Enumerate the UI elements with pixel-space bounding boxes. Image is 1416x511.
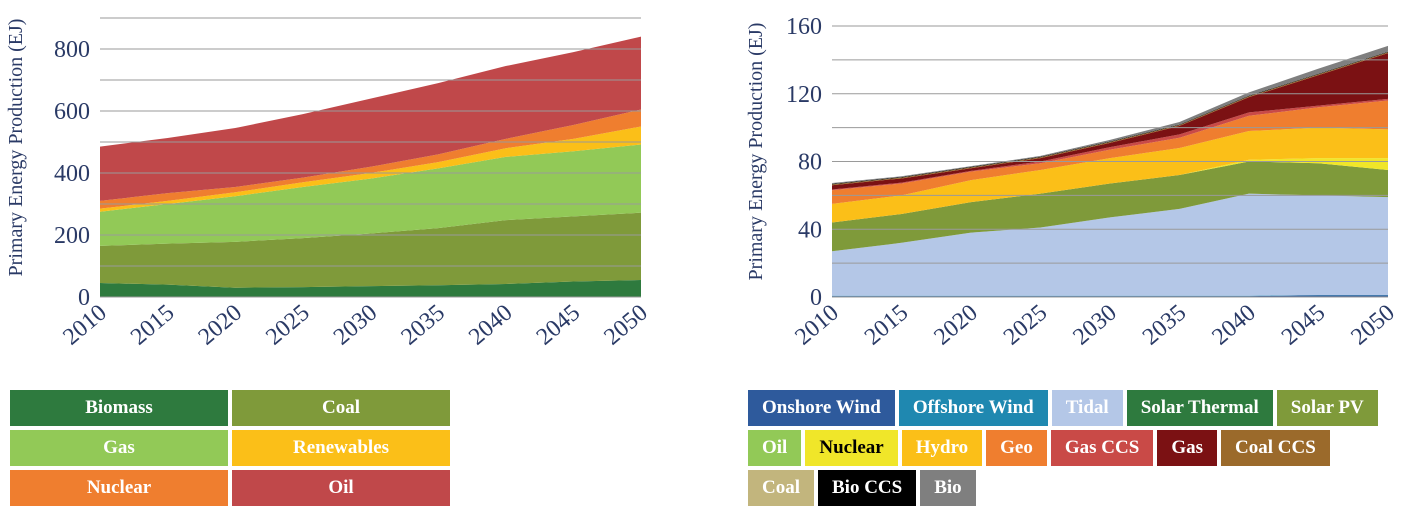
y-axis-title: Primary Energy Production (EJ) [5,19,27,277]
x-tick-label: 2045 [1277,300,1330,351]
area [100,144,641,246]
legend-entry: Oil [232,470,450,506]
legend-entry: Geo [986,430,1047,466]
x-tick-label: 2025 [999,300,1052,351]
y-tick-label: 80 [798,150,822,176]
area [100,279,641,297]
area [832,100,1388,204]
x-tick-label: 2035 [396,300,449,351]
legend-entry: Nuclear [805,430,898,466]
x-tick-label: 2025 [261,300,314,351]
legend-entry: Bio [920,470,976,506]
x-tick-label: 2020 [929,300,982,351]
plot [100,36,641,297]
legend-entry: Offshore Wind [898,390,1048,426]
x-tick-label: 2010 [790,300,843,351]
y-tick-label: 0 [810,285,822,311]
legend-entry: Tidal [1051,390,1123,426]
area [100,36,641,201]
legend-entry: Gas [10,430,228,466]
y-tick-label: 400 [54,161,90,187]
x-tick-label: 2015 [126,300,179,351]
legend-entry: Nuclear [10,470,228,506]
y-tick-label: 40 [798,217,822,243]
y-tick-label: 160 [786,14,822,40]
legend-entry: Coal [748,470,814,506]
x-tick-label: 2030 [329,300,382,351]
plot [832,45,1388,297]
legend-entry: Coal CCS [1221,430,1330,466]
y-tick-label: 120 [786,82,822,108]
legend-entry: Biomass [10,390,228,426]
x-tick-label: 2015 [860,300,913,351]
legend: Onshore Wind Offshore Wind Tidal Solar Ther… [748,390,1393,506]
y-tick-label: 200 [54,223,90,249]
legend: Biomass Coal Gas Renewables Nuclear Oil [10,390,670,506]
legend-entry: Bio CCS [818,470,917,506]
y-axis-title: Primary Energy Production (EJ) [745,23,767,281]
legend-entry: Solar Thermal [1126,390,1273,426]
x-tick-label: 2035 [1138,300,1191,351]
legend-entry: Renewables [232,430,450,466]
area [832,294,1388,297]
area [100,212,641,288]
area [100,109,641,209]
area [832,193,1388,296]
legend-entry: Solar PV [1276,390,1378,426]
legend-entry: Coal [232,390,450,426]
legend-entry: Hydro [901,430,983,466]
x-tick-label: 2040 [464,300,517,351]
y-tick-label: 600 [54,99,90,125]
x-tick-label: 2020 [194,300,247,351]
x-tick-label: 2050 [1346,300,1399,351]
x-tick-label: 2040 [1207,300,1260,351]
legend-entry: Gas CCS [1050,430,1154,466]
area [100,126,641,212]
x-tick-label: 2050 [599,300,652,351]
y-tick-label: 0 [78,285,90,311]
y-tick-label: 800 [54,37,90,63]
legend-entry: Oil [748,430,802,466]
x-tick-label: 2010 [58,300,111,351]
legend-entry: Onshore Wind [748,390,895,426]
legend-entry: Gas [1157,430,1217,466]
x-tick-label: 2045 [532,300,585,351]
area [832,127,1388,223]
x-tick-label: 2030 [1068,300,1121,351]
